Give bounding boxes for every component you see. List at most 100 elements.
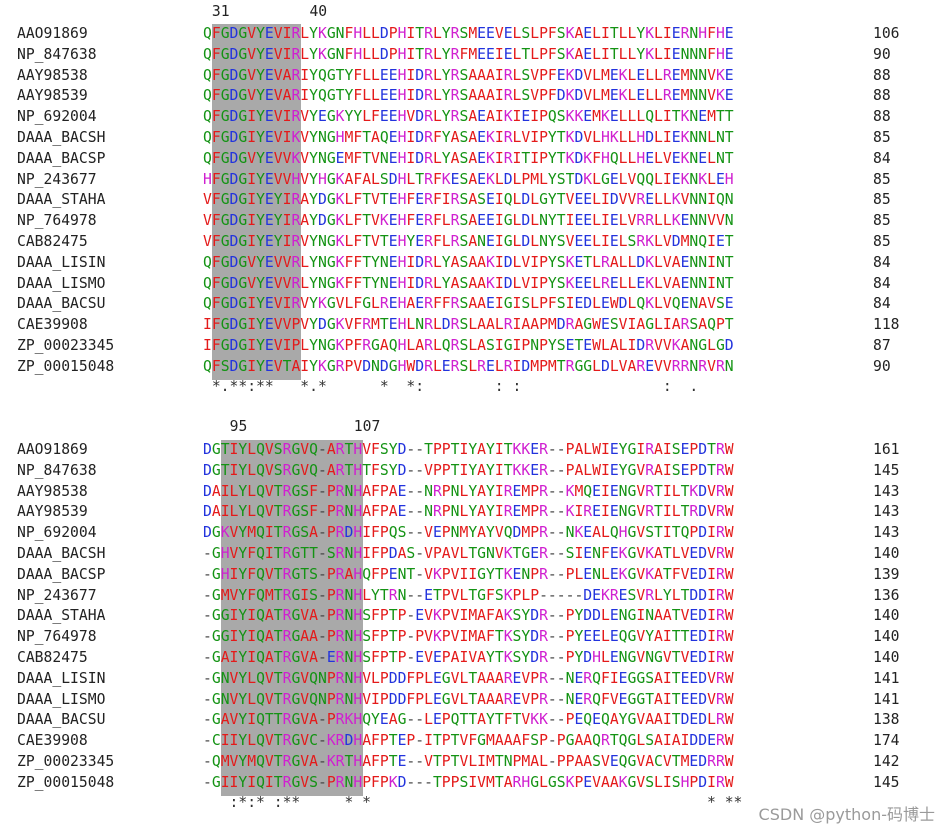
sequence-name: AAO91869	[17, 25, 88, 42]
sequence-residues: -GMVYFQMTRGIS-PRNHLYTRN--ETPVLTGFSKPLP--…	[203, 586, 734, 604]
residue-count: 140	[873, 545, 900, 562]
sequence-residues: -CIIYLQVTRGVC-KRDHAFPTEP-ITPTVFGMAAAFSP-…	[203, 732, 734, 750]
sequence-residues: QFGDGIYEVIKVYNGHMFTAQEHIDRFYASAEKIRLVIPY…	[203, 129, 734, 146]
alignment-row: AAO91869 QFGDGVYEVIRLYKGNFHLLDPHITRLYRSME…	[0, 24, 947, 44]
residue-count: 145	[873, 773, 900, 791]
residue-count: 161	[873, 441, 900, 458]
sequence-name: NP_847638	[17, 45, 97, 63]
sequence-name: DAAA_BACSH	[17, 129, 106, 146]
residue-count: 174	[873, 732, 900, 750]
alignment-row: NP_764978 VFGDGIYEYIRAYDGKLFTVKEHFERFLRSA…	[0, 211, 947, 231]
residue-count: 88	[873, 87, 891, 105]
alignment-row: DAAA_BACSH QFGDGIYEVIKVYNGHMFTAQEHIDRFYAS…	[0, 128, 947, 148]
residue-count: 140	[873, 649, 900, 666]
residue-count: 84	[873, 149, 891, 167]
sequence-name: AAY98539	[17, 87, 88, 105]
sequence-residues: QFGDGVYEVARIYQGTYFLLEEHIDRLYRSAAAIRLSVPF…	[203, 66, 734, 84]
sequence-name: AAY98538	[17, 66, 88, 84]
residue-count: 140	[873, 628, 900, 646]
residue-count: 143	[873, 503, 900, 521]
residue-count: 136	[873, 586, 900, 604]
sequence-residues: QFGDGVYEVVRLYNGKFFTYNEHIDRLYASAAKIDLVIPY…	[203, 253, 734, 271]
watermark: CSDN @python-码博士	[758, 805, 935, 824]
residue-count: 84	[873, 253, 891, 271]
sequence-name: AAO91869	[17, 441, 88, 458]
sequence-name: NP_764978	[17, 212, 97, 230]
alignment-row: DAAA_LISMO -GNVYLQVTRGVQNPRNHVIPDDFPLEGVL…	[0, 690, 947, 710]
residue-count: 140	[873, 607, 900, 625]
sequence-residues: QFGDGVYEVIRLYKGNFHLLDPHITRLYRSMEEVELSLPF…	[203, 25, 734, 42]
sequence-residues: QFGDGVYEVVKVYNGEMFTVNEHIDRLYASAEKIRITIPY…	[203, 149, 734, 167]
sequence-name: DAAA_LISIN	[17, 253, 106, 271]
alignment-row: ZP_00015048 -GIIYIQITRGVS-PRNHPFPKD---TPP…	[0, 773, 947, 793]
sequence-name: CAE39908	[17, 316, 88, 334]
sequence-name: DAAA_LISMO	[17, 274, 106, 292]
alignment-row: DAAA_BACSH -GHVYFQITRGTT-SRNHIFPDAS-VPAVL…	[0, 544, 947, 564]
sequence-name: DAAA_LISMO	[17, 690, 106, 708]
sequence-residues: QFGDGVYEVARIYQGTYFLLEEHIDRLYRSAAAIRLSVPF…	[203, 87, 734, 105]
sequence-residues: QFGDGIYEVIRVYEGKYYLFEEHVDRLYRSAEAIKIEIPQ…	[203, 108, 734, 126]
sequence-name: ZP_00015048	[17, 357, 115, 375]
alignment-row: AAY98538 QFGDGVYEVARIYQGTYFLLEEHIDRLYRSAA…	[0, 66, 947, 86]
alignment-row: NP_243677 HFGDGIYEVVHVYHGKAFALSDHLTRFKESA…	[0, 170, 947, 190]
sequence-name: CAB82475	[17, 649, 88, 666]
alignment-row: DAAA_LISIN QFGDGVYEVVRLYNGKFFTYNEHIDRLYAS…	[0, 253, 947, 273]
conservation-line: :*:* :** * * * **	[203, 793, 743, 811]
residue-count: 85	[873, 212, 891, 230]
sequence-residues: -QMVYMQVTRGVA-KRTHAFPTE--VTPTVLIMTNPMAL-…	[203, 753, 734, 770]
sequence-name: DAAA_BACSU	[17, 711, 106, 729]
sequence-residues: -GHIYFQVTRGTS-PRAHQFPENT-VKPVIIGYTKENPR-…	[203, 565, 734, 583]
residue-count: 118	[873, 316, 900, 334]
residue-count: 85	[873, 233, 891, 250]
sequence-residues: VFGDGIYEYIRAYDGKLFTVKEHFERFLRSAEEIGLDLNY…	[203, 212, 734, 230]
alignment-row: NP_692004 QFGDGIYEVIRVYEGKYYLFEEHVDRLYRSA…	[0, 107, 947, 127]
sequence-residues: IFGDGIYEVVPVYDGKVFRMTEHLNRLDRSLAALRIAAPM…	[203, 316, 734, 334]
alignment-row: AAY98539 QFGDGVYEVARIYQGTYFLLEEHIDRLYRSAA…	[0, 86, 947, 106]
sequence-name: DAAA_BACSU	[17, 295, 106, 313]
position-label: 40	[309, 3, 328, 20]
residue-count: 85	[873, 170, 891, 188]
residue-count: 141	[873, 669, 900, 687]
alignment-row: DAAA_LISIN -GNVYLQVTRGVQNPRNHVLPDDFPLEGVL…	[0, 669, 947, 689]
sequence-residues: -GHVYFQITRGTT-SRNHIFPDAS-VPAVLTGNVKTGER-…	[203, 545, 734, 562]
alignment-row: NP_847638 QFGDGVYEVIRLYKGNFHLLDPHITRLYRFM…	[0, 45, 947, 65]
alignment-row: NP_764978 -GGIYIQATRGAA-PRNHSFPTP-PVKPVIM…	[0, 627, 947, 647]
sequence-name: ZP_00023345	[17, 337, 115, 354]
alignment-row: ZP_00023345 -QMVYMQVTRGVA-KRTHAFPTE--VTPT…	[0, 752, 947, 772]
residue-count: 143	[873, 482, 900, 500]
sequence-residues: QFGDGVYEVIRLYKGNFHLLDPHITRLYRFMEEIELTLPF…	[203, 45, 734, 63]
sequence-residues: -GIIYIQITRGVS-PRNHPFPKD---TPPSIVMTARHGLG…	[203, 773, 734, 791]
sequence-name: NP_764978	[17, 628, 97, 646]
sequence-residues: -GNVYLQVTRGVQNPRNHVLPDDFPLEGVLTAAAREVPR-…	[203, 669, 734, 687]
alignment-row: NP_692004 DGKVYMQITRGSA-PRDHIFPQS--VEPNMY…	[0, 523, 947, 543]
alignment-row: AAY98539 DAILYLQVTRGSF-PRNHAFPAE--NRPNLYA…	[0, 502, 947, 522]
sequence-name: NP_692004	[17, 108, 97, 126]
residue-count: 84	[873, 295, 891, 313]
residue-count: 85	[873, 191, 891, 209]
residue-count: 143	[873, 524, 900, 542]
residue-count: 141	[873, 690, 900, 708]
sequence-residues: QFGDGVYEVVRLYNGKFFTYNEHIDRLYASAAKIDLVIPY…	[203, 274, 734, 292]
sequence-name: DAAA_BACSP	[17, 565, 106, 583]
sequence-name: AAY98539	[17, 503, 88, 521]
sequence-residues: DGTIYLQVSRGVQ-ARTHTFSYD--VPPTIYAYITKKER-…	[203, 461, 734, 479]
alignment-row: DAAA_STAHA VFGDGIYEYIRAYDGKLFTVTEHFERFIRS…	[0, 190, 947, 210]
alignment-row: AAY98538 DAILYLQVTRGSF-PRNHAFPAE--NRPNLYA…	[0, 482, 947, 502]
alignment-row: CAB82475 VFGDGIYEYIRVYNGKLFTVTEHYERFLRSAN…	[0, 232, 947, 252]
sequence-name: AAY98538	[17, 482, 88, 500]
position-label: 95	[229, 418, 248, 435]
alignment-row: NP_847638 DGTIYLQVSRGVQ-ARTHTFSYD--VPPTIY…	[0, 461, 947, 481]
residue-count: 90	[873, 357, 891, 375]
conserved-region-highlight	[211, 24, 301, 380]
sequence-residues: DGKVYMQITRGSA-PRDHIFPQS--VEPNMYAYVQDMPR-…	[203, 524, 734, 542]
sequence-name: NP_243677	[17, 586, 97, 604]
alignment-row: ZP_00015048 QFSDGIYEVTAIYKGRPVDNDGHWDRLER…	[0, 357, 947, 377]
alignment-row: ZP_00023345 IFGDGIYEVIPLYNGKPFRGAQHLARLQR…	[0, 336, 947, 356]
sequence-residues: QFSDGIYEVTAIYKGRPVDNDGHWDRLERSLRELRIDMPM…	[203, 357, 734, 375]
alignment-row: DAAA_BACSP QFGDGVYEVVKVYNGEMFTVNEHIDRLYAS…	[0, 149, 947, 169]
residue-count: 142	[873, 753, 900, 770]
residue-count: 88	[873, 66, 891, 84]
alignment-row: AAO91869 DGTIYLQVSRGVQ-ARTHVFSYD--TPPTIYA…	[0, 440, 947, 460]
alignment-row: DAAA_LISMO QFGDGVYEVVRLYNGKFFTYNEHIDRLYAS…	[0, 274, 947, 294]
residue-count: 84	[873, 274, 891, 292]
